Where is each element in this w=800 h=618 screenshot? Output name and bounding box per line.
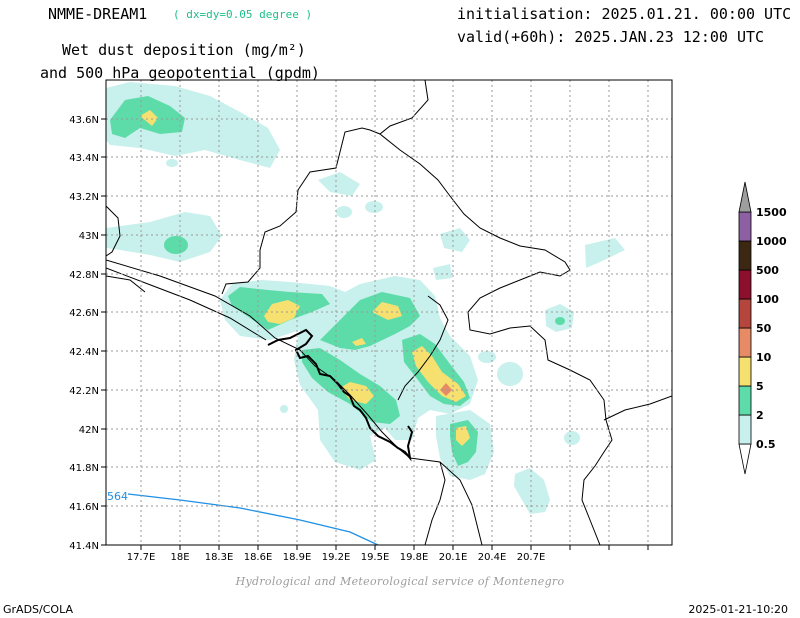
lat-tick-label: 43.4N: [69, 153, 99, 164]
colorbar-label: 1000: [756, 235, 787, 248]
colorbar: [738, 181, 752, 475]
colorbar-label: 500: [756, 264, 779, 277]
colorbar-label: 1500: [756, 206, 787, 219]
colorbar-label: 2: [756, 409, 764, 422]
colorbar-segment: [738, 269, 752, 300]
resolution-label: ( dx=dy=0.05 degree ): [173, 8, 313, 21]
colorbar-segment: [738, 298, 752, 329]
lon-tick-label: 20.4E: [478, 552, 507, 563]
colorbar-segment: [738, 240, 752, 271]
colorbar-segment: [738, 414, 752, 445]
colorbar-segment: [738, 356, 752, 387]
grid-lines: [106, 80, 672, 545]
lat-tick-label: 41.8N: [69, 463, 99, 474]
colorbar-label: 5: [756, 380, 764, 393]
colorbar-label: 50: [756, 322, 772, 335]
lon-tick-label: 20.7E: [517, 552, 546, 563]
lon-tick-label: 19.2E: [322, 552, 351, 563]
credit-line: Hydrological and Meteorological service …: [235, 575, 565, 588]
lon-tick-label: 17.7E: [127, 552, 156, 563]
lat-tick-label: 43N: [79, 231, 99, 242]
software-label: GrADS/COLA: [3, 603, 73, 616]
colorbar-segment: [738, 211, 752, 242]
lat-tick-label: 42N: [79, 425, 99, 436]
lat-tick-label: 41.6N: [69, 502, 99, 513]
lon-tick-label: 18.6E: [244, 552, 273, 563]
lat-tick-label: 42.6N: [69, 308, 99, 319]
lon-tick-label: 19.5E: [361, 552, 390, 563]
colorbar-label: 100: [756, 293, 779, 306]
colorbar-upper-arrow: [738, 181, 752, 213]
montenegro-coast: [267, 328, 414, 462]
lat-tick-label: 42.4N: [69, 347, 99, 358]
tick-marks: [101, 118, 649, 550]
model-name: NMME-DREAM1: [48, 5, 148, 23]
map-title-line2: and 500 hPa geopotential (gpdm): [40, 64, 320, 82]
lat-tick-label: 43.6N: [69, 115, 99, 126]
lat-tick-label: 41.4N: [69, 541, 99, 552]
lat-tick-label: 42.8N: [69, 270, 99, 281]
valid-time: valid(+60h): 2025.JAN.23 12:00 UTC: [457, 28, 765, 46]
colorbar-segment: [738, 385, 752, 416]
colorbar-label: 10: [756, 351, 772, 364]
lon-tick-label: 19.8E: [400, 552, 429, 563]
lon-tick-label: 20.1E: [439, 552, 468, 563]
lon-tick-label: 18.9E: [283, 552, 312, 563]
initialisation-time: initialisation: 2025.01.21. 00:00 UTC: [457, 5, 792, 23]
contour-label: 564: [107, 490, 128, 503]
colorbar-lower-arrow: [738, 443, 752, 475]
lat-tick-label: 43.2N: [69, 192, 99, 203]
geopotential-contour-564: [127, 493, 379, 545]
lon-tick-label: 18E: [170, 552, 189, 563]
lon-tick-label: 18.3E: [205, 552, 234, 563]
colorbar-label: 0.5: [756, 438, 776, 451]
generation-timestamp: 2025-01-21-10:20: [688, 603, 788, 616]
map-title-line1: Wet dust deposition (mg/m²): [62, 41, 306, 59]
lat-tick-label: 42.2N: [69, 386, 99, 397]
colorbar-segment: [738, 327, 752, 358]
